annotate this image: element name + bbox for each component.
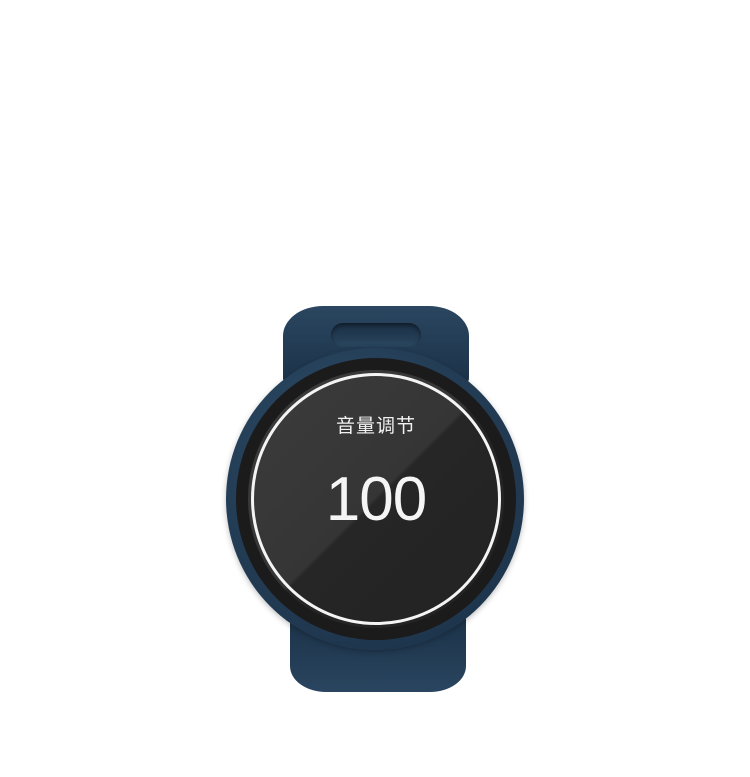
screen-title: 音量调节 [335,415,416,437]
volume-value: 100 [325,465,427,534]
volume-ring [251,373,501,625]
watch-strap-slot [331,323,421,347]
